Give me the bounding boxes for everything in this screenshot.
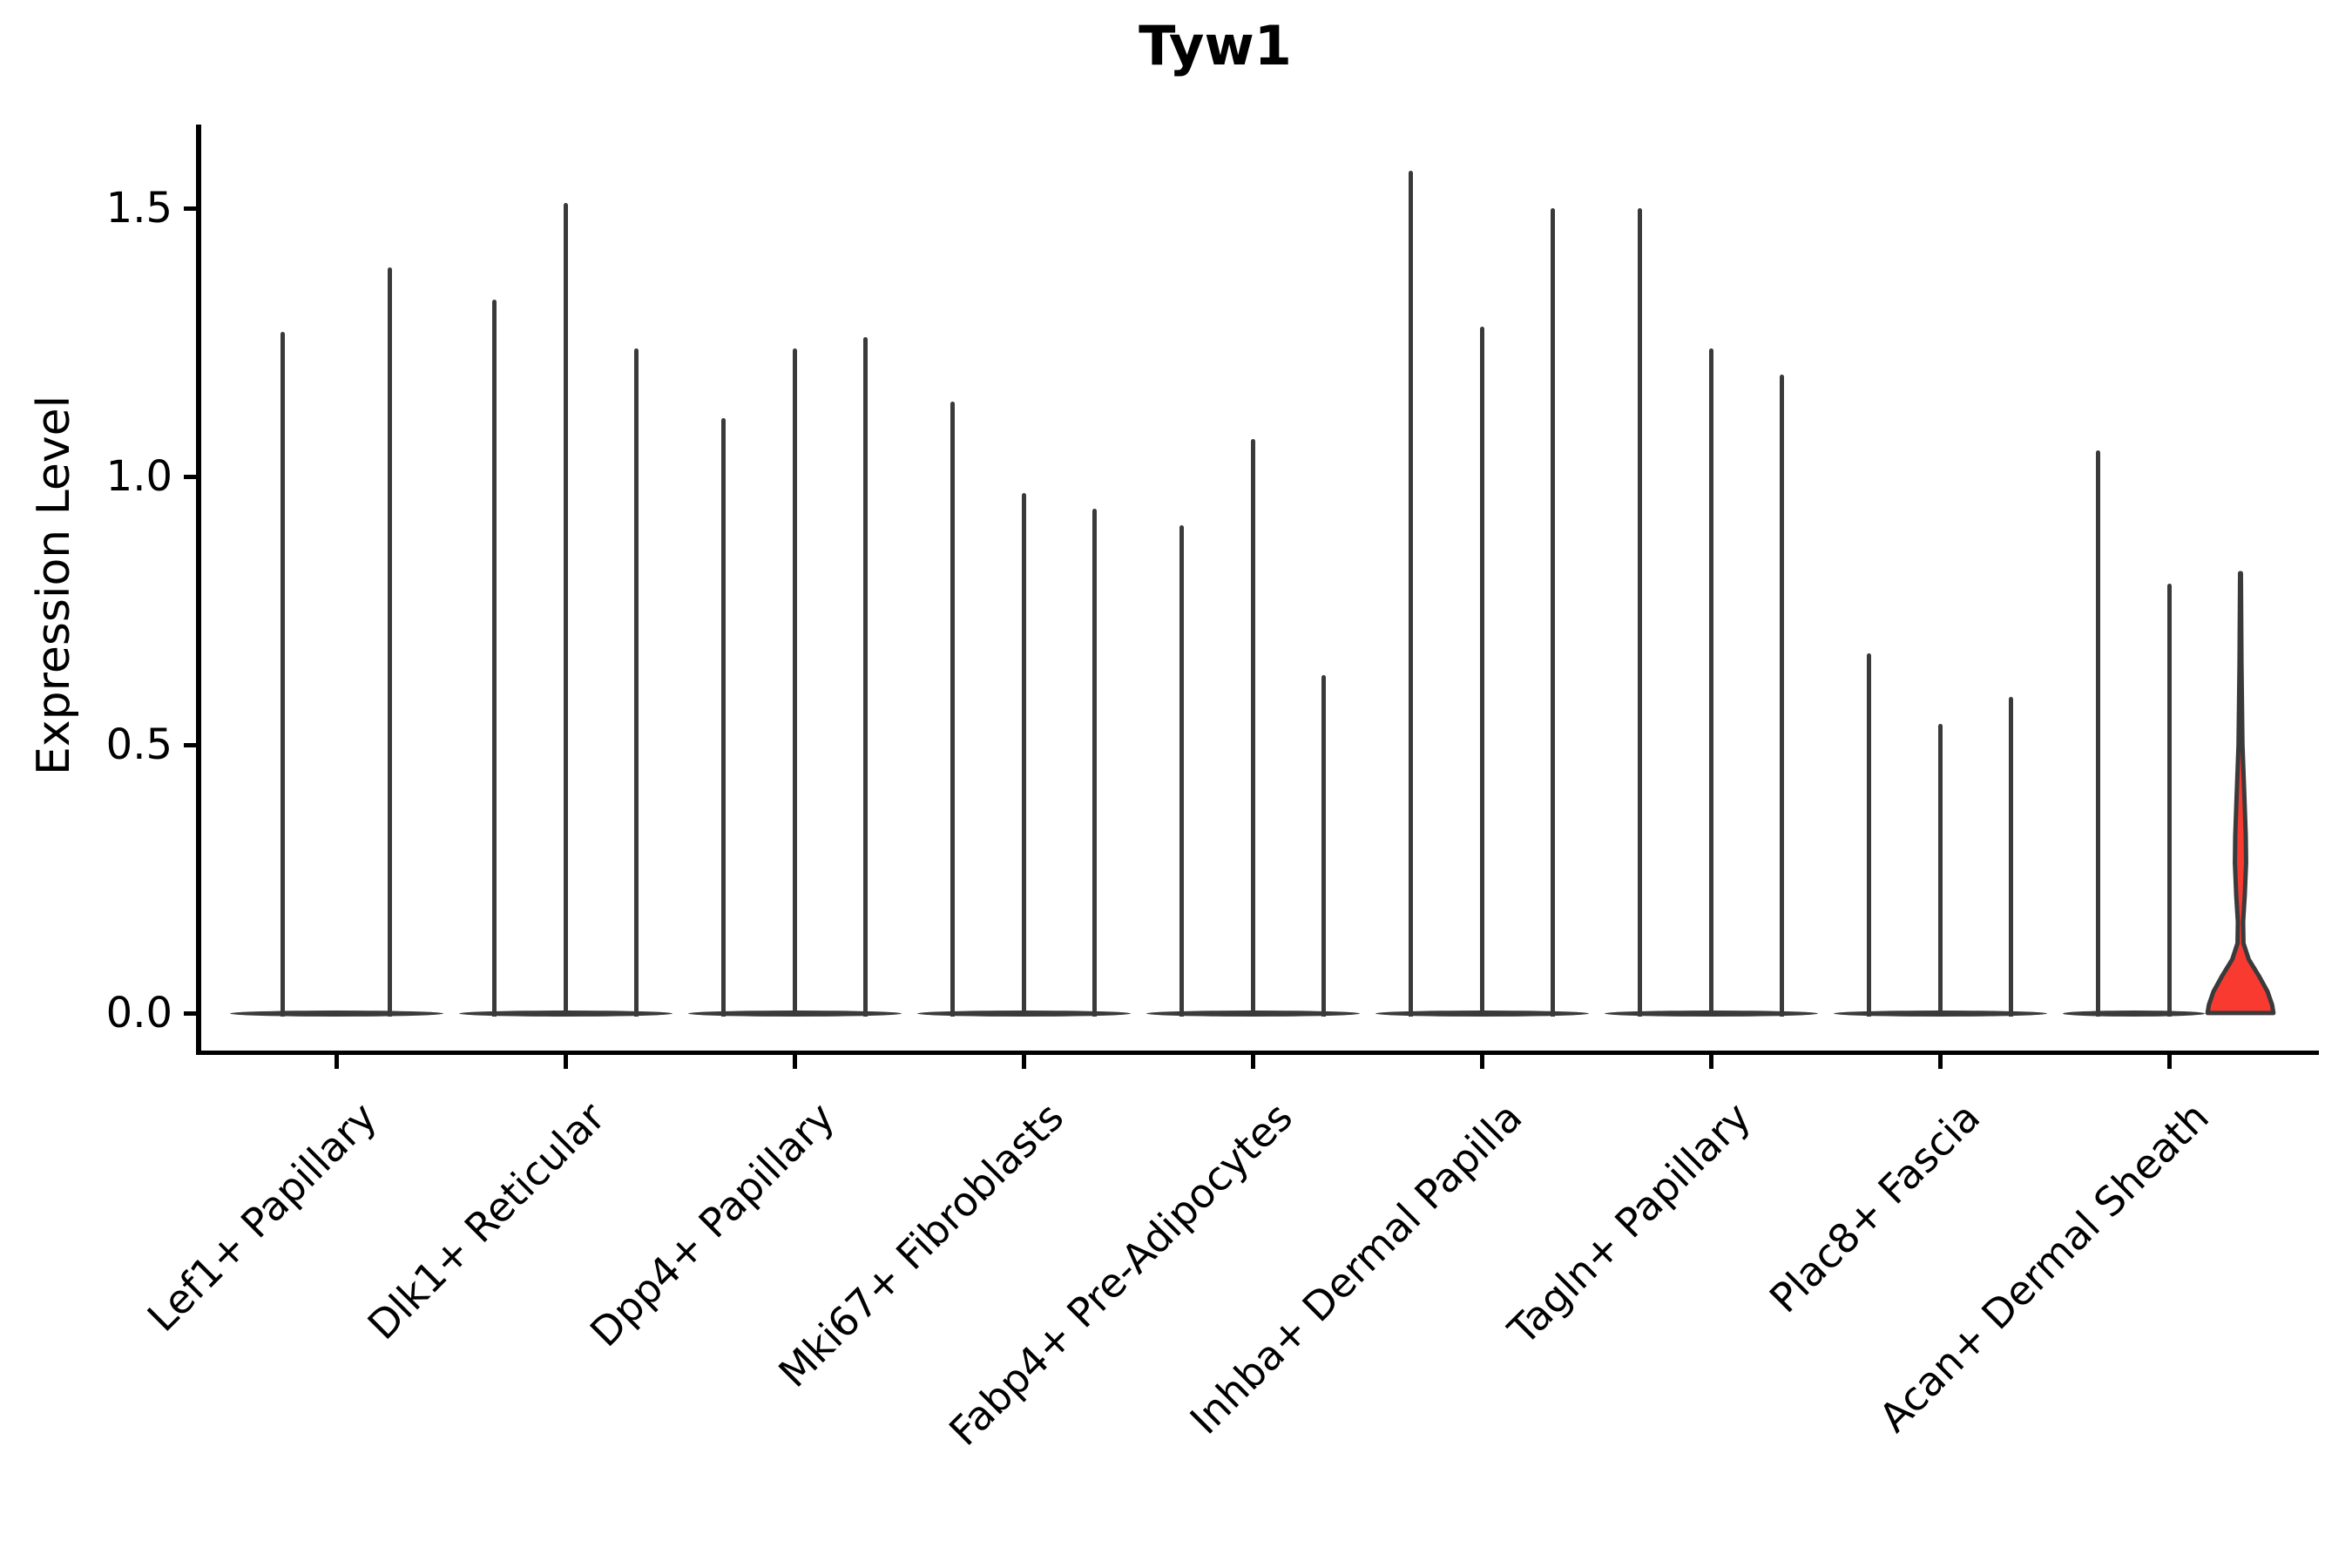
x-tick-mark xyxy=(1250,1055,1255,1069)
y-tick-label: 1.5 xyxy=(105,184,172,233)
violin-spike xyxy=(1092,509,1098,1017)
y-tick-label: 1.0 xyxy=(105,452,172,502)
violin-spike xyxy=(1637,208,1642,1017)
x-axis-line xyxy=(196,1051,2319,1055)
violin-spike xyxy=(2095,449,2100,1017)
y-axis-title: Expression Level xyxy=(28,395,80,776)
violin-spike xyxy=(387,267,392,1017)
x-axis-category-label: Tagln+ Papillary xyxy=(1499,1093,1761,1354)
violin-spike xyxy=(792,348,797,1017)
violin-baseline xyxy=(2062,1010,2205,1017)
x-tick-mark xyxy=(2166,1055,2172,1069)
violin-spike xyxy=(2166,584,2172,1017)
violin-spike xyxy=(1179,524,1184,1017)
violin-spike xyxy=(280,332,286,1017)
y-tick-label: 0.5 xyxy=(105,720,172,770)
violin-spike xyxy=(1250,439,1255,1017)
violin-spike xyxy=(720,417,726,1017)
x-tick-mark xyxy=(1479,1055,1484,1069)
x-tick-mark xyxy=(1021,1055,1026,1069)
x-axis-category-label: Dpp4+ Papillary xyxy=(580,1093,844,1356)
violin-spike xyxy=(1866,653,1871,1017)
x-tick-mark xyxy=(563,1055,568,1069)
y-tick-mark xyxy=(184,742,196,747)
violin-spike xyxy=(950,402,955,1017)
violin-spike xyxy=(1021,492,1026,1017)
x-tick-mark xyxy=(1708,1055,1713,1069)
violin-spike xyxy=(1708,348,1713,1017)
violin-spike xyxy=(1551,208,1556,1017)
violin-spike xyxy=(1937,723,1943,1017)
y-axis-line xyxy=(196,125,201,1055)
x-tick-mark xyxy=(792,1055,797,1069)
violin-spike xyxy=(491,300,497,1017)
highlighted-violin xyxy=(2205,571,2275,1016)
y-tick-label: 0.0 xyxy=(105,989,172,1037)
violin-spike xyxy=(1780,375,1785,1017)
x-axis-category-label: Plac8+ Fascia xyxy=(1760,1093,1990,1322)
x-axis-category-label: Lef1+ Papillary xyxy=(138,1093,386,1341)
violin-spike xyxy=(1479,326,1484,1017)
violin-spike xyxy=(2009,696,2014,1017)
plot-title: Tyw1 xyxy=(1139,14,1292,78)
x-axis-category-label: Dlk1+ Reticular xyxy=(358,1093,615,1349)
y-tick-mark xyxy=(184,206,196,211)
x-tick-mark xyxy=(1937,1055,1943,1069)
y-tick-mark xyxy=(184,1010,196,1016)
violin-spike xyxy=(634,348,639,1017)
violin-baseline xyxy=(229,1010,443,1017)
y-tick-mark xyxy=(184,474,196,479)
violin-spike xyxy=(1321,675,1327,1017)
violin-spike xyxy=(863,337,868,1017)
x-tick-mark xyxy=(334,1055,339,1069)
violin-spike xyxy=(563,203,568,1017)
violin-spike xyxy=(1408,171,1413,1017)
